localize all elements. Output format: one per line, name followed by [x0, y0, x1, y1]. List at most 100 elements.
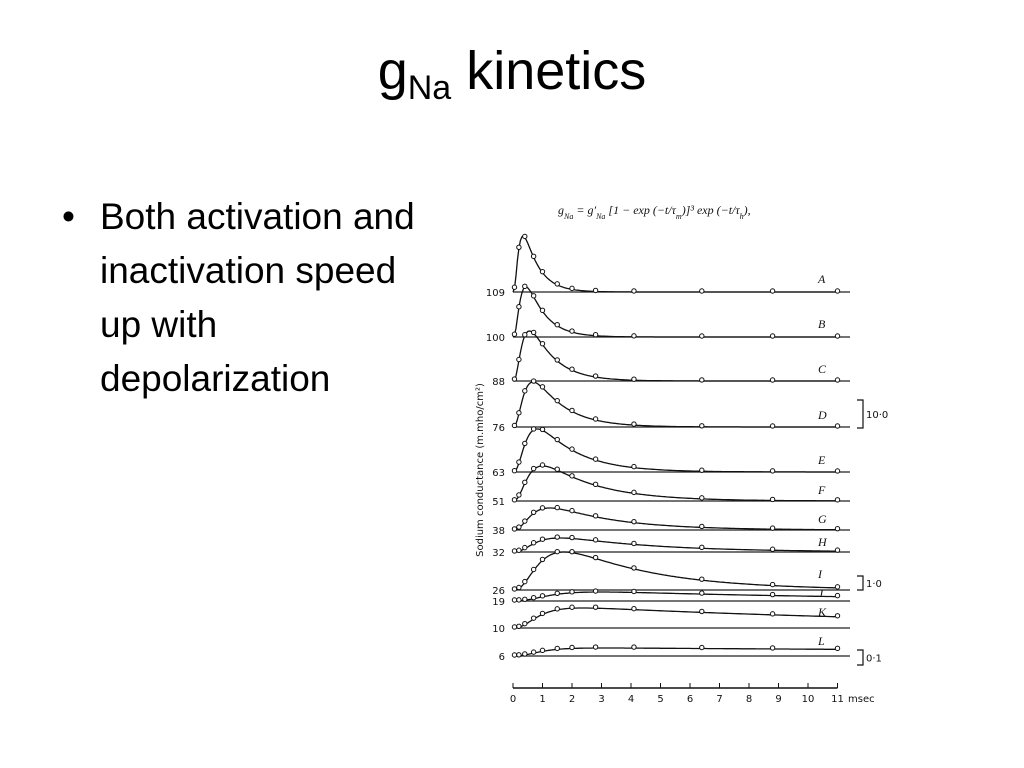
formula-part: = g′ — [573, 203, 596, 217]
trace-point — [530, 615, 537, 621]
trace-point — [592, 456, 599, 462]
trace-point — [569, 644, 575, 651]
trace-point — [522, 388, 528, 394]
trace-point — [592, 644, 599, 650]
trace-point — [516, 623, 522, 629]
trace-point — [530, 566, 537, 573]
trace-curve — [512, 235, 836, 293]
trace-point — [530, 378, 537, 384]
title-subscript: Na — [407, 69, 452, 107]
trace-point — [554, 397, 560, 404]
formula-part: m — [676, 212, 682, 221]
x-tick-label: 5 — [657, 694, 663, 705]
trace-curve — [513, 647, 836, 657]
trace-point — [769, 496, 776, 503]
scale-bar — [857, 575, 864, 591]
trace-point — [522, 283, 528, 290]
trace-point — [592, 537, 599, 543]
trace-letter: L — [817, 634, 825, 648]
trace-letter: K — [817, 605, 827, 619]
trace-point — [554, 466, 560, 472]
trace-point — [569, 366, 575, 372]
trace-point — [769, 377, 776, 383]
formula-part: ), — [743, 203, 751, 217]
trace-point — [511, 331, 518, 337]
formula-part: [1 − exp (−t/τ — [605, 203, 676, 217]
trace-point — [530, 649, 537, 655]
trace-voltage: 6 — [499, 652, 505, 663]
trace-curve — [512, 381, 836, 428]
trace-voltage: 38 — [492, 526, 505, 537]
trace-curve — [513, 607, 836, 629]
trace-point — [522, 479, 528, 486]
trace-point — [511, 526, 518, 532]
trace-point — [539, 556, 546, 563]
trace-point — [539, 593, 546, 599]
trace-point — [522, 596, 528, 602]
trace-point — [539, 268, 546, 275]
trace-letter: G — [818, 512, 827, 526]
trace-point — [699, 333, 705, 339]
trace-curve — [513, 591, 836, 602]
formula-part: Na — [563, 212, 573, 221]
trace-point — [569, 589, 575, 595]
formula-part: h — [740, 212, 744, 221]
trace-letter: J — [818, 586, 824, 600]
trace-point — [631, 644, 637, 650]
trace-point — [631, 605, 637, 612]
trace-point — [511, 376, 518, 382]
trace-point — [699, 644, 705, 651]
trace-point — [530, 509, 537, 516]
trace-point — [516, 584, 522, 591]
trace-letter: H — [817, 535, 828, 549]
trace-curve — [512, 330, 836, 382]
title-main: g — [377, 41, 408, 101]
trace-curve — [513, 551, 836, 591]
trace-curve — [512, 507, 836, 531]
trace-point — [631, 588, 637, 595]
trace-point — [592, 481, 599, 488]
trace-point — [592, 554, 599, 561]
trace-point — [516, 244, 522, 251]
trace-point — [530, 293, 537, 299]
trace-point — [631, 540, 637, 547]
x-tick-label: 0 — [510, 694, 516, 705]
scale-bar-label: 0·1 — [866, 654, 882, 665]
trace-point — [769, 525, 776, 531]
trace-point — [769, 611, 776, 617]
trace-point — [834, 468, 841, 474]
trace-point — [554, 548, 560, 555]
x-tick-label: 1 — [539, 694, 545, 705]
trace-point — [569, 507, 575, 514]
trace-voltage: 51 — [492, 497, 505, 508]
x-tick-label: 2 — [569, 694, 575, 705]
trace-point — [539, 341, 546, 347]
trace-point — [516, 492, 522, 498]
trace-letter: E — [817, 453, 826, 467]
trace-voltage: 19 — [492, 597, 505, 608]
trace-point — [569, 446, 575, 452]
trace-point — [699, 467, 705, 473]
trace-point — [516, 459, 522, 465]
trace-point — [511, 586, 518, 592]
trace-point — [592, 513, 599, 519]
trace-point — [834, 547, 841, 553]
trace-point — [554, 436, 560, 443]
trace-voltage: 100 — [486, 333, 505, 344]
trace-curve — [512, 428, 836, 473]
trace-point — [530, 426, 537, 432]
trace-curve — [512, 465, 836, 502]
trace-point — [511, 284, 518, 290]
trace-point — [592, 332, 599, 338]
x-tick-label: 6 — [687, 694, 693, 705]
trace-point — [699, 377, 705, 383]
scale-bar-label: 10·0 — [866, 410, 888, 421]
trace-point — [511, 597, 518, 603]
trace-point — [769, 546, 776, 552]
trace-point — [592, 287, 599, 294]
trace-point — [530, 594, 537, 601]
trace-point — [769, 468, 776, 474]
trace-letter: A — [817, 272, 826, 286]
trace-point — [699, 495, 705, 501]
